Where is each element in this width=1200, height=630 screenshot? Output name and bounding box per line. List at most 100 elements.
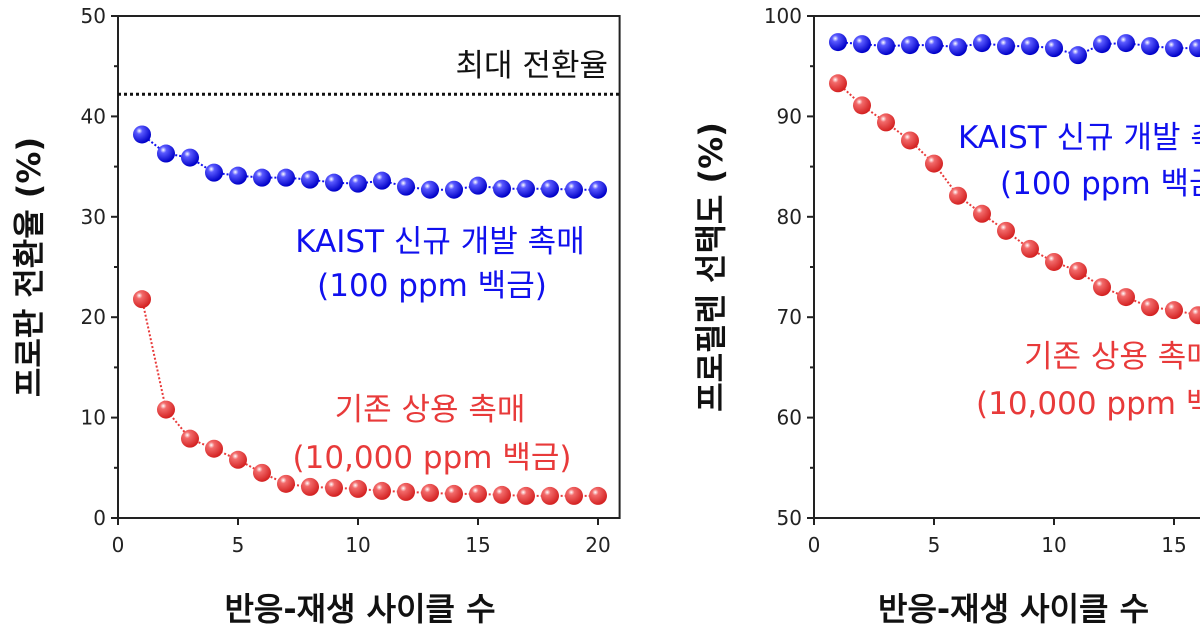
left-commercial-data-point: [229, 450, 247, 469]
left-kaist-data-point: [541, 179, 559, 198]
left-commercial-data-point: [493, 485, 511, 504]
right-kaist-data-point: [973, 34, 991, 53]
left-kaist-data-point: [493, 179, 511, 198]
left-y-tick-label: 30: [81, 205, 106, 229]
right-commercial-label: 기존 상용 촉매: [1024, 339, 1200, 375]
left-y-tick-label: 50: [81, 4, 106, 28]
left-kaist-label: KAIST 신규 개발 촉매: [295, 224, 584, 260]
left-commercial-data-point: [301, 477, 319, 496]
left-kaist-data-point: [181, 148, 199, 167]
right-x-axis-title: 반응-재생 사이클 수: [878, 590, 1149, 628]
right-commercial-data-point: [1045, 252, 1063, 271]
right-commercial-data-point: [973, 204, 991, 223]
right-kaist-series-line: [837, 41, 1198, 57]
right-commercial-data-point: [853, 96, 871, 115]
left-kaist-data-point: [421, 180, 439, 199]
right-kaist-data-point: [1141, 37, 1159, 56]
left-kaist-data-point: [349, 174, 367, 193]
left-kaist-data-point: [589, 180, 607, 199]
right-kaist-label: KAIST 신규 개발 촉매: [958, 120, 1200, 156]
left-kaist-data-point: [133, 125, 151, 144]
left-commercial-data-point: [253, 463, 271, 482]
right-y-tick-label: 100: [764, 4, 802, 28]
right-kaist-data-point: [1045, 39, 1063, 58]
right-commercial-data-point: [901, 131, 919, 150]
right-x-tick-label: 5: [928, 533, 941, 557]
left-commercial-data-point: [133, 290, 151, 309]
right-commercial-data-point: [949, 186, 967, 205]
left-x-tick-label: 15: [465, 533, 490, 557]
left-commercial-data-point: [469, 484, 487, 503]
left-x-tick-label: 5: [232, 533, 245, 557]
left-x-axis-title: 반응-재생 사이클 수: [224, 590, 495, 628]
right-commercial-data-point: [829, 74, 847, 93]
right-commercial-data-point: [1117, 288, 1135, 307]
left-y-tick-label: 40: [81, 104, 106, 128]
left-commercial-data-point: [205, 439, 223, 458]
left-kaist-data-point: [469, 176, 487, 195]
left-commercial-data-point: [517, 486, 535, 505]
left-kaist-label-line2: (100 ppm 백금): [317, 268, 547, 304]
right-kaist-data-point: [1093, 35, 1111, 54]
left-x-tick-label: 10: [345, 533, 370, 557]
right-commercial-data-point: [1189, 306, 1200, 325]
right-commercial-data-point: [1093, 278, 1111, 297]
right-commercial-data-point: [1141, 298, 1159, 317]
right-kaist-data-point: [901, 36, 919, 55]
left-commercial-data-point: [421, 483, 439, 502]
left-kaist-data-point: [253, 168, 271, 187]
left-x-tick-label: 0: [112, 533, 125, 557]
left-commercial-data-point: [181, 429, 199, 448]
left-y-tick-label: 20: [81, 305, 106, 329]
left-commercial-data-point: [589, 486, 607, 505]
right-kaist-data-point: [1165, 39, 1183, 58]
left-y-tick-label: 10: [81, 406, 106, 430]
right-kaist-data-point: [925, 36, 943, 55]
right-commercial-label-line2: (10,000 ppm 백금): [976, 386, 1200, 422]
right-kaist-data-point: [1117, 34, 1135, 53]
left-commercial-data-point: [325, 478, 343, 497]
right-x-tick-label: 15: [1161, 533, 1186, 557]
right-commercial-data-point: [1069, 262, 1087, 281]
max-conversion-label: 최대 전환율: [456, 48, 608, 84]
left-y-axis-title: 프로판 전환율 (%): [10, 137, 48, 397]
left-y-tick-label: 0: [93, 506, 106, 530]
left-commercial-data-point: [349, 479, 367, 498]
left-kaist-data-point: [157, 144, 175, 163]
right-commercial-data-point: [1165, 301, 1183, 320]
right-commercial-data-point: [1021, 239, 1039, 258]
left-x-tick-label: 20: [585, 533, 610, 557]
left-kaist-data-point: [445, 180, 463, 199]
right-y-tick-label: 90: [777, 104, 802, 128]
right-y-tick-label: 80: [777, 205, 802, 229]
right-kaist-data-point: [877, 37, 895, 56]
left-commercial-data-point: [541, 486, 559, 505]
left-commercial-data-point: [277, 474, 295, 493]
right-x-tick-label: 10: [1041, 533, 1066, 557]
left-commercial-label: 기존 상용 촉매: [335, 392, 526, 428]
left-commercial-data-point: [157, 400, 175, 419]
left-commercial-data-point: [373, 481, 391, 500]
left-kaist-data-point: [397, 177, 415, 196]
right-commercial-series-line: [837, 82, 1199, 317]
right-commercial-data-point: [877, 113, 895, 132]
left-kaist-data-point: [205, 163, 223, 182]
right-kaist-data-point: [997, 37, 1015, 56]
right-kaist-data-point: [1021, 37, 1039, 56]
right-kaist-data-point: [949, 38, 967, 57]
right-kaist-label-line2: (100 ppm 백금): [1000, 166, 1200, 202]
left-kaist-data-point: [565, 180, 583, 199]
right-kaist-data-point: [829, 33, 847, 52]
left-kaist-data-point: [373, 171, 391, 190]
left-kaist-data-point: [517, 179, 535, 198]
right-x-tick-label: 0: [808, 533, 821, 557]
right-kaist-data-point: [853, 35, 871, 54]
left-kaist-data-point: [229, 166, 247, 185]
left-commercial-data-point: [565, 486, 583, 505]
left-kaist-data-point: [325, 173, 343, 192]
right-plot-frame: [813, 15, 1200, 519]
right-y-tick-label: 50: [777, 506, 802, 530]
left-commercial-data-point: [445, 484, 463, 503]
left-commercial-data-point: [397, 482, 415, 501]
